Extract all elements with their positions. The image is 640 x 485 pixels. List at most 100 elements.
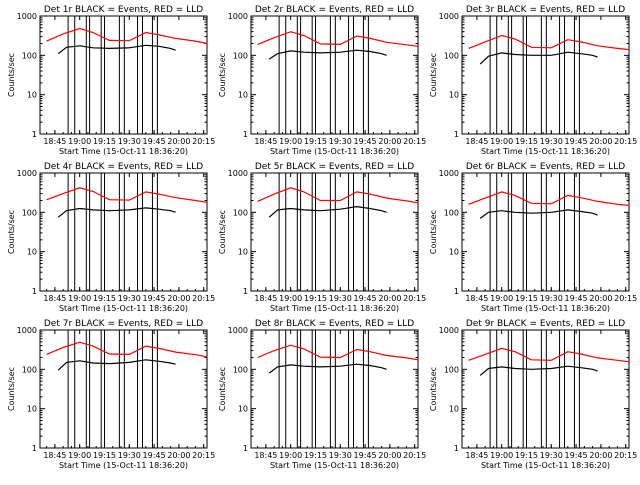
- y-axis-label: Counts/sec: [218, 210, 227, 254]
- x-tick-label: 19:45: [565, 137, 588, 146]
- x-tick-label: 19:30: [540, 451, 563, 460]
- x-tick-label: 19:15: [515, 451, 538, 460]
- x-tick-label: 19:45: [354, 451, 377, 460]
- y-tick-label: 1000: [439, 326, 459, 335]
- y-tick-label: 1000: [439, 12, 459, 21]
- x-tick-label: 19:45: [354, 294, 377, 303]
- plot-frame: [461, 15, 630, 135]
- lld-series-line: [46, 187, 208, 203]
- y-tick-label: 1000: [228, 12, 248, 21]
- x-tick-label: 19:15: [515, 294, 538, 303]
- x-axis-label: Start Time (15-Oct-11 18:36:20): [270, 147, 399, 156]
- lld-series-line: [46, 341, 208, 358]
- x-tick-label: 20:15: [403, 294, 426, 303]
- y-tick-label: 1: [32, 130, 37, 139]
- plot-frame: [39, 172, 208, 292]
- events-series-line: [268, 49, 387, 60]
- y-tick-label: 1: [32, 444, 37, 453]
- y-tick-label: 1000: [228, 326, 248, 335]
- x-tick-label: 20:15: [403, 451, 426, 460]
- x-tick-label: 19:00: [279, 294, 302, 303]
- x-axis-label: Start Time (15-Oct-11 18:36:20): [270, 461, 399, 470]
- y-axis-label: Counts/sec: [218, 367, 227, 411]
- y-tick-label: 100: [444, 208, 459, 217]
- y-axis-label: Counts/sec: [218, 53, 227, 97]
- x-axis-label: Start Time (15-Oct-11 18:36:20): [59, 461, 188, 470]
- lld-series-line: [46, 27, 208, 45]
- x-tick-label: 19:30: [329, 137, 352, 146]
- x-tick-label: 20:00: [378, 294, 401, 303]
- x-tick-label: 19:15: [93, 294, 116, 303]
- events-series-line: [268, 363, 387, 374]
- x-tick-label: 19:30: [329, 451, 352, 460]
- x-tick-label: 20:00: [167, 294, 190, 303]
- x-tick-label: 19:45: [565, 451, 588, 460]
- y-tick-label: 1000: [439, 169, 459, 178]
- y-tick-label: 10: [449, 248, 459, 257]
- y-axis-label: Counts/sec: [7, 210, 16, 254]
- plot-title: Det 5r BLACK = Events, RED = LLD: [255, 162, 414, 172]
- x-tick-label: 19:00: [490, 451, 513, 460]
- lld-series-line: [468, 34, 630, 51]
- x-tick-label: 20:15: [614, 451, 637, 460]
- x-tick-label: 20:15: [403, 137, 426, 146]
- events-series-line: [268, 205, 387, 218]
- x-tick-label: 19:00: [490, 294, 513, 303]
- x-axis-label: Start Time (15-Oct-11 18:36:20): [481, 147, 610, 156]
- x-tick-label: 20:00: [589, 294, 612, 303]
- y-tick-label: 10: [449, 405, 459, 414]
- x-tick-label: 18:45: [43, 294, 66, 303]
- y-axis-label: Counts/sec: [429, 210, 438, 254]
- y-tick-label: 100: [233, 51, 248, 60]
- plot-frame: [461, 172, 630, 292]
- x-tick-label: 20:00: [589, 137, 612, 146]
- x-tick-label: 18:45: [43, 137, 66, 146]
- plot-title: Det 3r BLACK = Events, RED = LLD: [466, 5, 625, 15]
- x-tick-label: 18:45: [254, 137, 277, 146]
- x-tick-label: 20:15: [192, 137, 215, 146]
- lld-series-line: [257, 187, 419, 204]
- events-series-line: [57, 359, 176, 371]
- plot-title: Det 7r BLACK = Events, RED = LLD: [44, 319, 203, 329]
- plot-title: Det 6r BLACK = Events, RED = LLD: [466, 162, 625, 172]
- y-tick-label: 100: [444, 51, 459, 60]
- lld-series-line: [257, 344, 419, 361]
- x-tick-label: 19:15: [515, 137, 538, 146]
- events-series-line: [479, 51, 598, 65]
- y-tick-label: 1: [243, 444, 248, 453]
- lld-series-line: [468, 191, 630, 206]
- y-tick-label: 1000: [17, 12, 37, 21]
- x-axis-label: Start Time (15-Oct-11 18:36:20): [481, 304, 610, 313]
- y-tick-label: 1000: [17, 169, 37, 178]
- x-tick-label: 19:30: [118, 137, 141, 146]
- x-tick-label: 20:00: [378, 451, 401, 460]
- y-tick-label: 1: [32, 287, 37, 296]
- y-tick-label: 100: [233, 365, 248, 374]
- y-tick-label: 100: [22, 51, 37, 60]
- plot-frame: [461, 329, 630, 449]
- x-tick-label: 19:00: [68, 137, 91, 146]
- x-tick-label: 19:15: [304, 451, 327, 460]
- y-axis-label: Counts/sec: [7, 53, 16, 97]
- plot-frame: [250, 15, 419, 135]
- events-series-line: [57, 207, 176, 218]
- x-tick-label: 19:00: [490, 137, 513, 146]
- x-tick-label: 18:45: [254, 451, 277, 460]
- y-tick-label: 1: [454, 287, 459, 296]
- x-tick-label: 20:15: [614, 137, 637, 146]
- x-tick-label: 19:15: [304, 294, 327, 303]
- x-tick-label: 19:30: [540, 137, 563, 146]
- plot-frame: [250, 172, 419, 292]
- x-tick-label: 20:00: [378, 137, 401, 146]
- y-tick-label: 1000: [17, 326, 37, 335]
- plot-title: Det 8r BLACK = Events, RED = LLD: [255, 319, 414, 329]
- x-tick-label: 19:15: [93, 451, 116, 460]
- x-tick-label: 18:45: [254, 294, 277, 303]
- y-tick-label: 1: [454, 444, 459, 453]
